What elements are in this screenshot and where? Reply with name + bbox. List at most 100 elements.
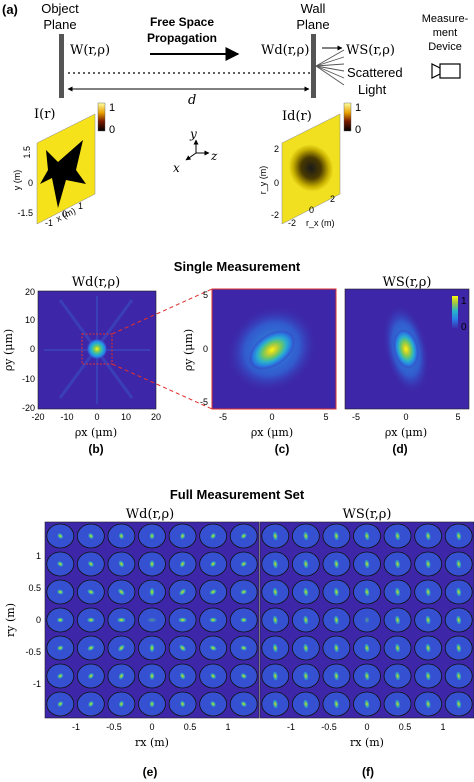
aperture-spot — [363, 698, 371, 710]
b-ytick-0: 20 — [25, 287, 35, 297]
d-xtick-0: -5 — [352, 412, 360, 422]
aperture-spot — [302, 558, 309, 570]
aperture-spot — [149, 559, 155, 569]
wall-colorbar-max: 1 — [355, 102, 361, 114]
wall-xtick-right: 2 — [330, 194, 335, 204]
aperture-spot — [178, 587, 187, 597]
aperture-spot — [208, 644, 218, 652]
wall-xlabel: r_x (m) — [306, 218, 335, 228]
e-ytick-0: 1 — [36, 551, 41, 561]
d-xlabel: ρx (μm) — [385, 426, 427, 439]
aperture-spot — [394, 670, 401, 682]
object-xtick-left: -1 — [45, 218, 53, 228]
title-f: WS(r,ρ) — [343, 507, 392, 522]
aperture-spot — [302, 614, 309, 626]
aperture-spot — [239, 672, 248, 680]
aperture-spot — [333, 614, 340, 626]
aperture-spot — [56, 532, 64, 540]
aperture-spot — [86, 617, 96, 623]
c-xtick-2: 5 — [323, 412, 328, 422]
e-ytick-1: 0.5 — [28, 583, 41, 593]
aperture-spot — [209, 532, 217, 540]
label-d: (d) — [392, 442, 407, 456]
aperture-spot — [272, 530, 279, 542]
object-ytick-mid: 0 — [28, 178, 33, 188]
aperture-spot — [209, 700, 217, 708]
aperture-spot — [116, 617, 127, 623]
e-ytick-4: -1 — [33, 679, 41, 689]
b-ytick-4: -20 — [22, 403, 35, 413]
aperture-spot — [272, 642, 279, 654]
object-star — [40, 140, 86, 208]
aperture-spot — [394, 642, 401, 654]
aperture-spot — [333, 530, 340, 542]
aperture-spot — [302, 698, 309, 710]
aperture-spot — [363, 670, 371, 682]
aperture-spot — [272, 670, 279, 682]
distance-label: d — [188, 93, 196, 108]
aperture-spot — [455, 670, 462, 682]
aperture-spot — [333, 642, 340, 654]
aperture-spot — [240, 700, 248, 708]
wall-plane-label-2: Plane — [296, 17, 329, 32]
e-xtick-3: 0.5 — [184, 722, 197, 732]
aperture-spot — [56, 672, 65, 680]
object-colorbar: 1 0 — [97, 102, 115, 136]
full-heading: Full Measurement Set — [170, 487, 305, 502]
f-xlabel: rx (m) — [350, 736, 384, 749]
plot-b-spot — [86, 338, 108, 360]
panel-a: (a) Object Plane Free Space Propagation … — [2, 1, 469, 228]
aperture-spot — [87, 532, 95, 540]
wall-plane-bar — [311, 34, 316, 98]
aperture-spot — [56, 644, 65, 652]
wall-intensity-blob — [288, 144, 334, 192]
aperture-spot — [240, 532, 248, 540]
aperture-spot — [209, 672, 217, 680]
axes-glyph — [185, 139, 210, 161]
device-label-2: ment — [433, 27, 457, 39]
aperture-spot — [149, 671, 155, 681]
f-xtick-0: -1 — [287, 722, 295, 732]
aperture-spot — [86, 644, 96, 652]
aperture-spot — [239, 588, 248, 596]
wall-ytick-top: 2 — [274, 144, 279, 154]
f-xtick-1: -0.5 — [321, 722, 337, 732]
wall-xtick-mid: 0 — [309, 205, 314, 215]
b-ytick-1: 10 — [25, 315, 35, 325]
plot-c-spot — [248, 330, 296, 370]
scattered-label-1: Scattered — [347, 65, 403, 80]
object-colorbar-min: 0 — [109, 124, 115, 136]
axis-z-label: z — [210, 149, 218, 163]
aperture-spot — [208, 588, 218, 596]
c-xtick-0: -5 — [219, 412, 227, 422]
zoom-box — [81, 333, 113, 365]
aperture-spot — [425, 698, 432, 710]
aperture-spot — [302, 670, 309, 682]
aperture-spot — [272, 558, 279, 570]
aperture-spot — [425, 586, 432, 598]
aperture-spot — [239, 560, 248, 568]
aperture-spot — [333, 586, 340, 598]
aperture-spot — [149, 642, 155, 654]
wall-colorbar: 1 0 — [343, 102, 361, 136]
aperture-spot — [455, 642, 462, 654]
propagation-label-1: Free Space — [150, 15, 214, 29]
aperture-spot — [87, 700, 95, 708]
object-colorbar-max: 1 — [109, 102, 115, 114]
aperture-spot — [239, 644, 248, 652]
wall-ylabel: r_y (m) — [258, 166, 268, 195]
aperture-spot — [333, 670, 340, 682]
grid-e — [46, 523, 258, 717]
axis-y-label: y — [189, 127, 197, 141]
device-label-3: Device — [428, 41, 462, 53]
title-d: WS(r,ρ) — [383, 275, 432, 290]
aperture-spot — [455, 614, 462, 626]
aperture-spot — [146, 617, 158, 623]
label-f: (f) — [362, 765, 374, 779]
aperture-spot — [179, 700, 186, 708]
aperture-spot — [56, 588, 65, 596]
scattered-label-2: Light — [358, 82, 387, 97]
object-xtick-mid: 0 — [62, 209, 67, 219]
aperture-spot — [178, 643, 187, 653]
